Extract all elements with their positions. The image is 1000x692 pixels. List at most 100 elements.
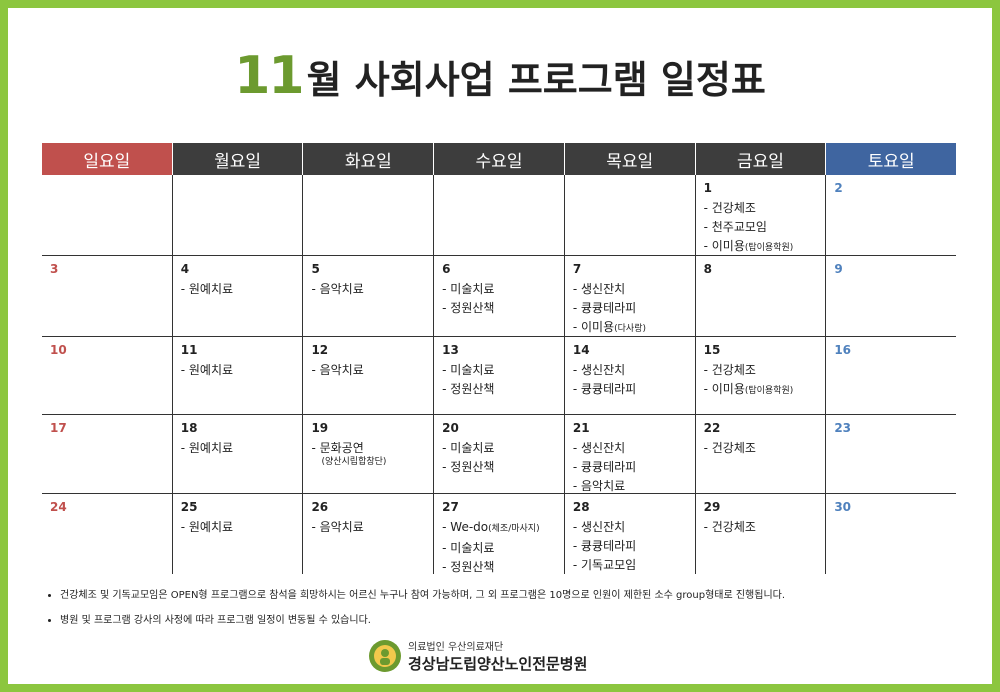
program-name: - 미술치료 xyxy=(442,363,495,377)
week-row: 3 4 - 원예치료 5 - 음악치료 6 - 미술치료 - 정원산책 7 - 생신잔치 - 큥큥테… xyxy=(42,256,956,337)
program-name: - We-do xyxy=(442,520,489,534)
day-cell: 26 - 음악치료 xyxy=(303,494,435,574)
day-cell: 2 xyxy=(826,175,956,255)
program-name: - 천주교모임 xyxy=(703,220,767,234)
day-cell: 14 - 생신잔치 - 큥큥테라피 xyxy=(565,337,696,414)
program-name: - 음악치료 xyxy=(311,520,364,534)
title-text: 월 사회사업 프로그램 일정표 xyxy=(306,58,766,102)
program-item: - 건강체조 xyxy=(704,441,818,455)
program-item: - 이미용(탑이용학원) xyxy=(704,239,818,255)
day-number: 5 xyxy=(311,262,320,276)
program-name: - 큥큥테라피 xyxy=(572,539,637,553)
program-item: - 음악치료 xyxy=(573,479,687,493)
day-number: 16 xyxy=(834,343,852,357)
program-name: - 음악치료 xyxy=(311,363,364,377)
day-cell: 18 - 원예치료 xyxy=(173,415,304,493)
day-number: 29 xyxy=(703,500,721,514)
program-item: - 이미용(다사랑) xyxy=(573,320,687,336)
weekday: 월요일 xyxy=(172,143,304,175)
footer-org: 의료법인 우산의료재단 xyxy=(408,642,504,653)
program-item: - 음악치료 xyxy=(311,282,425,296)
program-name: - 정원산책 xyxy=(442,301,495,315)
day-cell xyxy=(303,175,435,255)
day-cell: 29 - 건강체조 xyxy=(696,494,827,574)
title: 11 월 사회사업 프로그램 일정표 xyxy=(8,46,992,106)
program-name: - 생신잔치 xyxy=(572,363,626,377)
day-number: 27 xyxy=(442,500,459,514)
program-item: - 건강체조 xyxy=(704,363,818,377)
footer-text: 의료법인 우산의료재단 경상남도립양산노인전문병원 xyxy=(408,638,587,674)
program-item: - 건강체조 xyxy=(704,520,818,534)
day-number: 13 xyxy=(442,343,459,357)
day-number: 6 xyxy=(442,262,451,276)
weekday: 수요일 xyxy=(434,143,565,175)
day-cell: 6 - 미술치료 - 정원산책 xyxy=(434,256,565,336)
program-name: - 정원산책 xyxy=(442,560,495,574)
day-cell: 16 xyxy=(826,337,956,414)
program-item: - 원예치료 xyxy=(181,520,295,534)
program-item: - 정원산책 xyxy=(442,460,556,474)
note: 병원 및 프로그램 강사의 사정에 따라 프로그램 일정이 변동될 수 있습니다… xyxy=(60,611,990,626)
weekday-header: 일요일 월요일 화요일 수요일 목요일 금요일 토요일 xyxy=(42,143,957,175)
program-name: - 미술치료 xyxy=(442,541,495,555)
week-row: 24 25 - 원예치료 26 - 음악치료 27 - We-do(체조/마사지) - 미술치… xyxy=(42,494,956,574)
program-item: - 큥큥테라피 xyxy=(573,539,687,553)
program-name: - 큥큥테라피 xyxy=(572,382,637,396)
weeks: 1- 건강체조 - 천주교모임 - 이미용(탑이용학원) 2 3 4- 원예치료 5- 음악… xyxy=(42,175,956,574)
day-number: 22 xyxy=(703,421,721,435)
program-name: - 정원산책 xyxy=(442,382,495,396)
program-name: - 음악치료 xyxy=(572,479,626,493)
weekday: 목요일 xyxy=(564,143,696,175)
program-name: - 이미용 xyxy=(703,239,745,253)
program-item: - 큥큥테라피 xyxy=(573,460,687,474)
day-number: 12 xyxy=(311,343,329,357)
weekday: 일요일 xyxy=(42,143,173,175)
day-cell: 15 - 건강체조 - 이미용(탑이용학원) xyxy=(696,337,827,414)
day-number: 17 xyxy=(50,421,67,435)
day-number: 18 xyxy=(180,421,198,435)
day-cell: 4 - 원예치료 xyxy=(173,256,304,336)
week-row: 10 11 - 원예치료 12 - 음악치료 13 - 미술치료 - 정원산책 14 - 생신잔치… xyxy=(42,337,956,415)
program-name: - 원예치료 xyxy=(180,363,234,377)
day-number: 30 xyxy=(834,500,852,514)
program-item: - 생신잔치 xyxy=(573,520,687,534)
program-name: - 원예치료 xyxy=(180,441,234,455)
day-cell: 23 xyxy=(826,415,956,493)
day-cell xyxy=(434,175,565,255)
program-item: - 미술치료 xyxy=(442,282,556,296)
program-subnote: (양산시립합창단) xyxy=(321,457,387,467)
day-number: 28 xyxy=(572,500,590,514)
program-name: - 음악치료 xyxy=(311,282,364,296)
program-item: - 건강체조 xyxy=(704,201,818,215)
day-cell: 11 - 원예치료 xyxy=(173,337,304,414)
program-item: - 정원산책 xyxy=(442,560,556,574)
day-cell: 17 xyxy=(42,415,173,493)
program-item: - 원예치료 xyxy=(181,441,295,455)
notes: 건강체조 및 기독교모임은 OPEN형 프로그램으로 참석을 희망하시는 어르신… xyxy=(38,586,990,636)
program-item: - 천주교모임 xyxy=(704,220,818,234)
day-number: 20 xyxy=(442,421,459,435)
program-name: - 미술치료 xyxy=(442,441,495,455)
program-item: - 기독교모임 xyxy=(573,558,687,572)
day-cell: 10 xyxy=(42,337,173,414)
program-name: - 이미용 xyxy=(703,382,745,396)
program-name: - 원예치료 xyxy=(180,520,234,534)
program-name: - 큥큥테라피 xyxy=(572,460,637,474)
program-name: - 큥큥테라피 xyxy=(572,301,637,315)
weekday: 금요일 xyxy=(695,143,827,175)
day-cell: 12 - 음악치료 xyxy=(303,337,435,414)
day-cell: 20 - 미술치료 - 정원산책 xyxy=(434,415,565,493)
program-name: - 생신잔치 xyxy=(572,520,626,534)
day-cell: 5 - 음악치료 xyxy=(303,256,435,336)
note: 건강체조 및 기독교모임은 OPEN형 프로그램으로 참석을 희망하시는 어르신… xyxy=(60,586,990,601)
day-number: 4 xyxy=(180,262,190,276)
day-cell: 7 - 생신잔치 - 큥큥테라피 - 이미용(다사랑) xyxy=(565,256,696,336)
day-number: 26 xyxy=(311,500,329,514)
program-item: - 생신잔치 xyxy=(573,282,687,296)
day-cell xyxy=(565,175,696,255)
day-cell: 3 xyxy=(42,256,173,336)
day-cell: 1 - 건강체조 - 천주교모임 - 이미용(탑이용학원) xyxy=(696,175,827,255)
program-item: - 정원산책 xyxy=(442,301,556,315)
day-cell: 30 xyxy=(826,494,956,574)
program-note: (다사랑) xyxy=(614,324,647,334)
